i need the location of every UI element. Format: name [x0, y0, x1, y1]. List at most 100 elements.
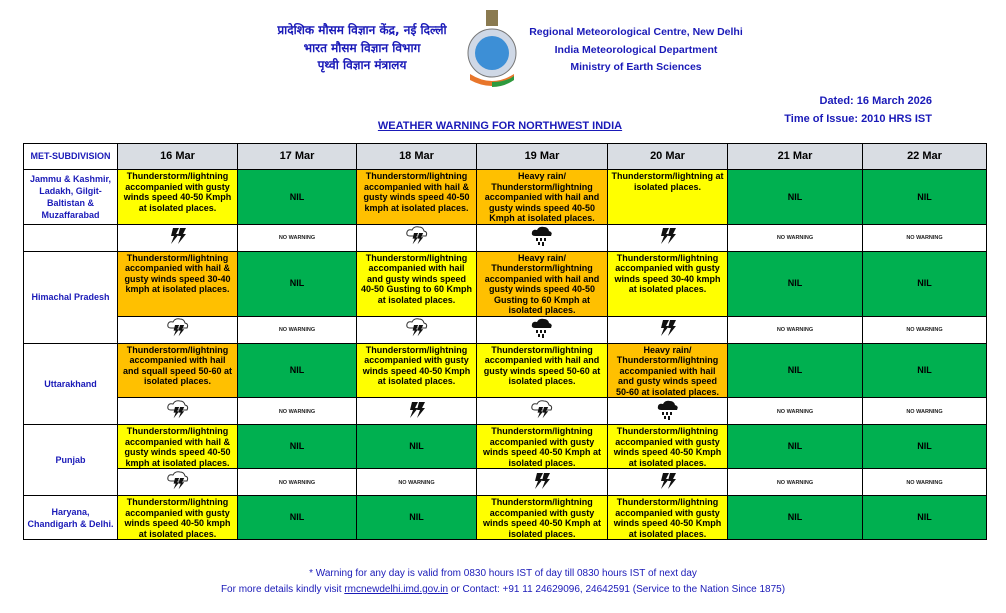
lightning-icon: [657, 472, 679, 493]
dated-text: Dated: 16 March 2026: [819, 95, 933, 107]
hindi-org-name: प्रादेशिक मौसम विज्ञान केंद्र, नई दिल्ली…: [262, 22, 462, 75]
warning-row: Uttarakhand Thunderstorm/lightning accomp…: [23, 342, 987, 425]
warning-cell: Thunderstorm/lightning accompanied with …: [117, 495, 238, 540]
warning-cell: Thunderstorm/lightning accompanied with …: [117, 250, 238, 317]
issue-info: Dated: 16 March 2026 Time of Issue: 2010…: [784, 92, 932, 128]
warning-cell: NIL: [727, 250, 863, 317]
validity-note: * Warning for any day is valid from 0830…: [309, 568, 697, 579]
warning-row: Haryana, Chandigarh & Delhi. Thunderstorm…: [23, 495, 987, 540]
warning-cell: Heavy rain/ Thunderstorm/lightning accom…: [607, 342, 728, 398]
warning-cell: Thunderstorm/lightning accompanied with …: [117, 424, 238, 469]
weather-icon-cell: [117, 468, 238, 496]
warning-cell: Thunderstorm/lightning accompanied with …: [607, 250, 728, 317]
no-warning-label: NO WARNING: [776, 479, 814, 486]
hindi-line: प्रादेशिक मौसम विज्ञान केंद्र, नई दिल्ली: [277, 23, 447, 37]
weather-icon-cell: [117, 315, 238, 344]
no-warning-cell: NO WARNING: [727, 223, 863, 252]
weather-icon-cell: [476, 468, 608, 496]
warning-cell: Heavy rain/ Thunderstorm/lightning accom…: [476, 169, 608, 225]
warning-cell: NIL: [237, 250, 357, 317]
warning-cell: NIL: [862, 342, 987, 398]
warning-cell: Thunderstorm/lightning accompanied with …: [607, 424, 728, 469]
no-warning-label: NO WARNING: [278, 479, 316, 486]
icon-row: NO WARNING NO WARNING NO WARNING NO WARNING: [24, 468, 987, 496]
no-warning-label: NO WARNING: [906, 408, 943, 415]
weather-icon-cell: [117, 223, 238, 252]
no-warning-label: NO WARNING: [776, 408, 814, 415]
page-title: WEATHER WARNING FOR NORTHWEST INDIA: [377, 120, 623, 132]
subdivision-name: Himachal Pradesh: [23, 250, 118, 344]
english-line: Regional Meteorological Centre, New Delh…: [529, 26, 743, 38]
warning-cell: NIL: [727, 495, 863, 540]
lightning-icon: [657, 320, 679, 340]
no-warning-label: NO WARNING: [906, 235, 943, 242]
weather-icon-cell: [607, 397, 728, 425]
no-warning-label: NO WARNING: [278, 408, 316, 415]
warning-row: Himachal Pradesh Thunderstorm/lightning a…: [23, 250, 987, 344]
warning-cell: NIL: [356, 424, 477, 469]
warning-cell: Thunderstorm/lightning accompanied with …: [356, 342, 477, 398]
warning-cell: Thunderstorm/lightning at isolated place…: [607, 169, 728, 225]
thundercloud-icon: [405, 318, 429, 341]
subdivision-name: Jammu & Kashmir, Ladakh, Gilgit-Baltista…: [23, 169, 118, 225]
no-warning-cell: NO WARNING: [356, 468, 477, 496]
no-warning-label: NO WARNING: [906, 327, 943, 334]
lightning-icon: [167, 228, 189, 248]
warning-cell: Thunderstorm/lightning accompanied with …: [476, 342, 608, 398]
weather-icon-cell: [117, 397, 238, 425]
hindi-line: पृथ्वी विज्ञान मंत्रालय: [317, 58, 407, 72]
weather-icon-cell: [476, 223, 608, 252]
contact-line: For more details kindly visit rmcnewdelh…: [0, 584, 1006, 595]
warning-cell: Thunderstorm/lightning accompanied with …: [117, 342, 238, 398]
heavy-rain-icon: [530, 319, 554, 341]
warning-cell: NIL: [237, 342, 357, 398]
warning-cell: NIL: [862, 250, 987, 317]
warning-row: Punjab Thunderstorm/lightning accompanied…: [23, 424, 987, 496]
warning-cell: NIL: [862, 495, 987, 540]
icon-row: NO WARNING NO WARNING NO WARNING: [24, 397, 987, 425]
subdivision-name: Uttarakhand: [23, 342, 118, 425]
date-header: 20 Mar: [607, 143, 728, 170]
weather-icon-cell: [356, 223, 477, 252]
contact-prefix: For more details kindly visit: [220, 584, 345, 595]
no-warning-cell: NO WARNING: [727, 315, 863, 344]
date-header: 22 Mar: [862, 143, 987, 170]
warning-cell: Thunderstorm/lightning accompanied with …: [356, 169, 477, 225]
warning-cell: NIL: [237, 495, 357, 540]
warning-cell: Thunderstorm/lightning accompanied with …: [117, 169, 238, 225]
english-org-name: Regional Meteorological Centre, New Delh…: [520, 24, 752, 77]
no-warning-cell: NO WARNING: [862, 223, 987, 252]
no-warning-cell: NO WARNING: [862, 315, 987, 344]
no-warning-cell: NO WARNING: [862, 468, 987, 496]
website-link[interactable]: rmcnewdelhi.imd.gov.in: [344, 584, 449, 595]
lightning-icon: [406, 401, 428, 422]
date-header: 19 Mar: [476, 143, 608, 170]
heavy-rain-icon: [656, 400, 680, 423]
thundercloud-icon: [405, 226, 429, 249]
imd-logo: [467, 10, 517, 87]
warning-cell: NIL: [237, 169, 357, 225]
no-warning-label: NO WARNING: [776, 327, 814, 334]
english-line: India Meteorological Department: [554, 43, 718, 56]
table-header-row: MET-SUBDIVISION 16 Mar 17 Mar 18 Mar 19 Mar…: [23, 143, 987, 170]
warning-cell: Thunderstorm/lightning accompanied with …: [356, 250, 477, 317]
heavy-rain-icon: [530, 227, 554, 249]
hindi-line: भारत मौसम विज्ञान विभाग: [303, 40, 421, 55]
lightning-icon: [531, 472, 553, 493]
weather-icon-cell: [607, 315, 728, 344]
thundercloud-icon: [166, 318, 190, 341]
issue-time: Time of Issue: 2010 HRS IST: [784, 113, 932, 125]
warning-cell: NIL: [356, 495, 477, 540]
weather-icon-cell: [607, 223, 728, 252]
no-warning-cell: NO WARNING: [862, 397, 987, 425]
subdivision-name: Haryana, Chandigarh & Delhi.: [23, 495, 118, 540]
no-warning-label: NO WARNING: [776, 235, 814, 242]
date-header: 21 Mar: [727, 143, 863, 170]
subdivision-header: MET-SUBDIVISION: [23, 143, 118, 170]
no-warning-label: NO WARNING: [278, 235, 316, 242]
date-header: 18 Mar: [356, 143, 477, 170]
no-warning-cell: NO WARNING: [237, 223, 357, 252]
no-warning-label: NO WARNING: [398, 479, 435, 486]
thundercloud-icon: [166, 471, 190, 494]
warning-cell: Heavy rain/ Thunderstorm/lightning accom…: [476, 250, 608, 317]
